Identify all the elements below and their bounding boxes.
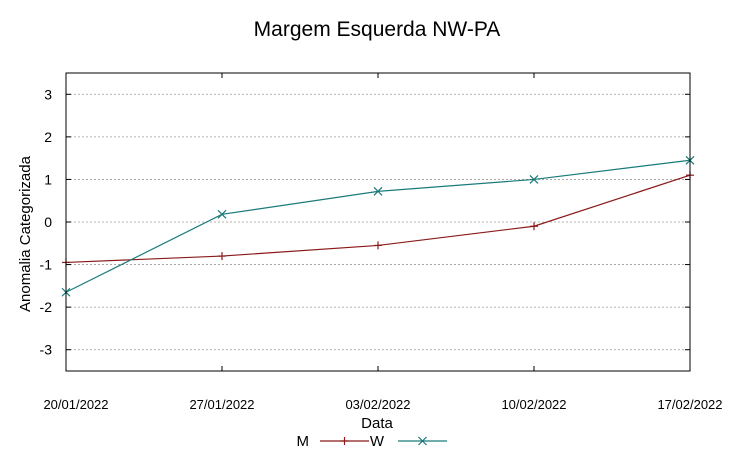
plot-frame [65, 72, 691, 372]
y-tick-label: -1 [40, 257, 53, 273]
chart-title: Margem Esquerda NW-PA [254, 18, 501, 41]
y-tick-label: 0 [44, 214, 52, 230]
y-tick-label: 2 [44, 129, 52, 145]
y-tick-labels: -3 -2 -1 0 1 2 3 [40, 86, 53, 357]
x-tick-label: 03/02/2022 [345, 397, 410, 412]
y-tick-label: 1 [44, 171, 52, 187]
series-layer [61, 155, 695, 297]
legend-marker-w [418, 436, 427, 446]
x-tick-label: 20/01/2022 [43, 397, 108, 412]
y-axis-label: Anomalia Categorizada [17, 155, 34, 312]
x-tick-label: 10/02/2022 [501, 397, 566, 412]
data-point-m [530, 222, 538, 231]
data-point-m [218, 252, 226, 261]
data-point-w [217, 209, 227, 219]
legend-label-w: W [370, 433, 385, 450]
y-tick-label: -2 [40, 299, 53, 315]
data-point-w [373, 186, 383, 196]
data-point-m [374, 241, 382, 250]
y-tick-label: 3 [44, 86, 52, 102]
x-tick-labels: 20/01/2022 27/01/2022 03/02/2022 10/02/2022… [43, 397, 722, 412]
data-point-w [529, 175, 539, 184]
legend-label-m: M [297, 433, 310, 450]
legend-marker-m [340, 437, 349, 445]
x-tick-label: 27/01/2022 [189, 397, 254, 412]
series-line-w [65, 159, 691, 293]
grid-layer [65, 73, 691, 371]
y-tick-label: -3 [40, 342, 53, 358]
x-tick-label: 17/02/2022 [657, 397, 722, 412]
x-axis-label: Data [361, 415, 393, 432]
